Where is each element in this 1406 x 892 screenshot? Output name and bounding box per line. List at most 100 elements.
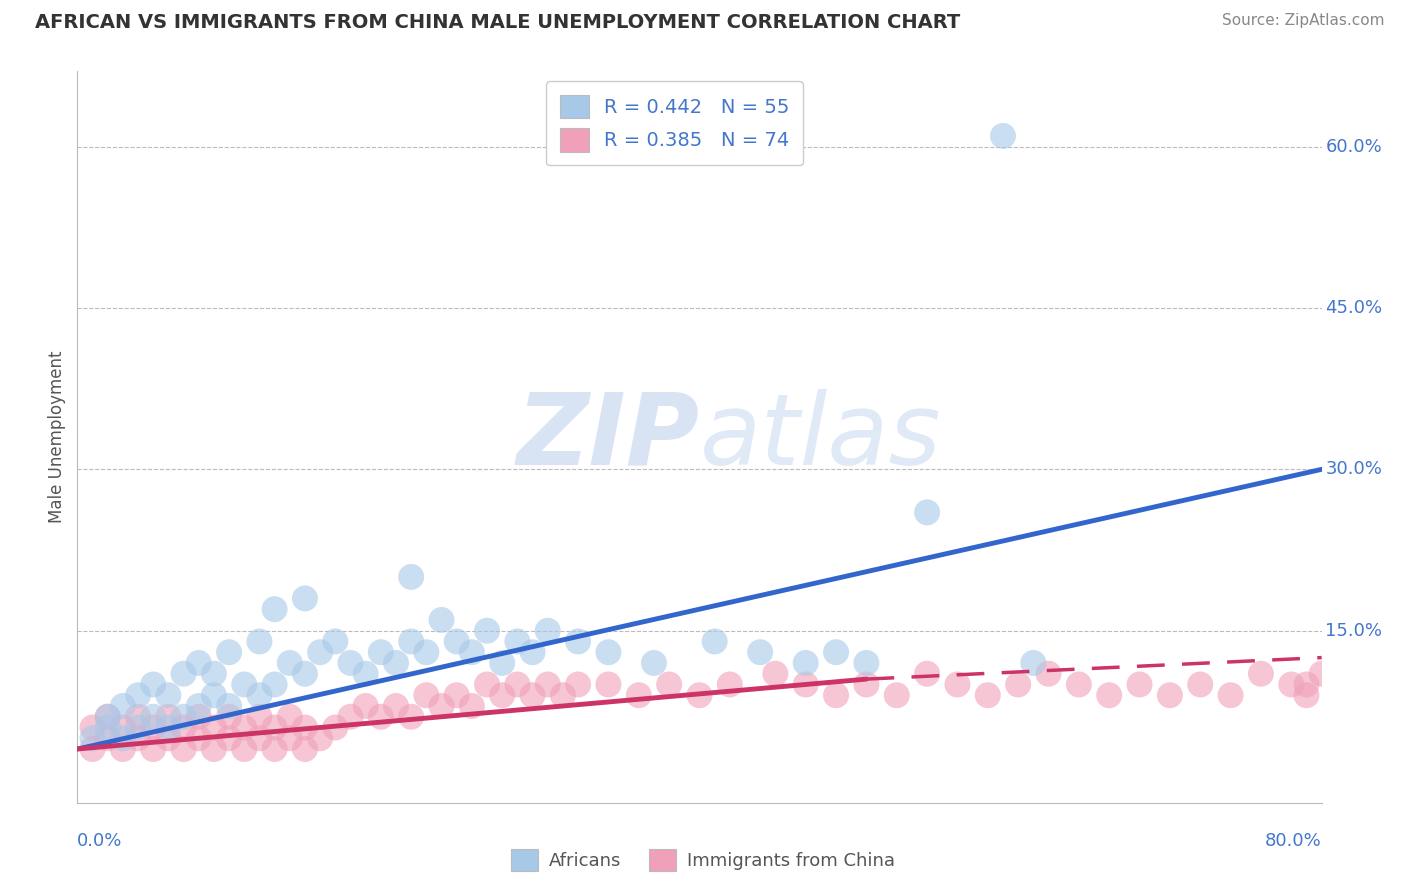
Point <box>522 645 544 659</box>
Point <box>643 656 665 670</box>
Point <box>294 666 316 681</box>
Point <box>249 688 271 702</box>
Point <box>567 634 589 648</box>
Point <box>97 710 120 724</box>
Point <box>977 688 1000 702</box>
Point <box>263 721 285 735</box>
Point <box>249 710 271 724</box>
Point <box>446 688 468 702</box>
Point <box>339 656 361 670</box>
Point <box>233 721 256 735</box>
Point <box>142 677 165 691</box>
Point <box>475 624 498 638</box>
Point <box>794 677 817 691</box>
Point <box>491 656 513 670</box>
Text: AFRICAN VS IMMIGRANTS FROM CHINA MALE UNEMPLOYMENT CORRELATION CHART: AFRICAN VS IMMIGRANTS FROM CHINA MALE UN… <box>35 13 960 32</box>
Point <box>233 677 256 691</box>
Point <box>446 634 468 648</box>
Point <box>537 677 560 691</box>
Point <box>111 698 134 713</box>
Point <box>1295 688 1317 702</box>
Point <box>263 602 285 616</box>
Point <box>658 677 681 691</box>
Point <box>249 634 271 648</box>
Point <box>718 677 741 691</box>
Point <box>1189 677 1212 691</box>
Point <box>1295 677 1317 691</box>
Point <box>157 731 180 746</box>
Point <box>689 688 711 702</box>
Text: 45.0%: 45.0% <box>1326 299 1382 317</box>
Point <box>991 128 1014 143</box>
Point <box>598 677 620 691</box>
Point <box>1219 688 1241 702</box>
Point <box>111 742 134 756</box>
Point <box>506 634 529 648</box>
Point <box>399 710 422 724</box>
Point <box>294 721 316 735</box>
Point <box>111 721 134 735</box>
Point <box>399 570 422 584</box>
Point <box>218 698 240 713</box>
Point <box>703 634 725 648</box>
Point <box>1067 677 1090 691</box>
Point <box>202 666 225 681</box>
Point <box>278 731 301 746</box>
Point <box>142 721 165 735</box>
Point <box>157 688 180 702</box>
Point <box>430 613 453 627</box>
Text: 30.0%: 30.0% <box>1326 460 1382 478</box>
Point <box>339 710 361 724</box>
Y-axis label: Male Unemployment: Male Unemployment <box>48 351 66 524</box>
Point <box>202 721 225 735</box>
Point <box>173 721 195 735</box>
Point <box>886 688 908 702</box>
Point <box>491 688 513 702</box>
Legend: Africans, Immigrants from China: Africans, Immigrants from China <box>505 842 901 879</box>
Point <box>309 731 332 746</box>
Text: 60.0%: 60.0% <box>1326 137 1382 156</box>
Point <box>278 656 301 670</box>
Point <box>127 710 149 724</box>
Point <box>263 677 285 691</box>
Point <box>370 710 392 724</box>
Point <box>82 731 104 746</box>
Point <box>794 656 817 670</box>
Point <box>825 688 848 702</box>
Point <box>278 710 301 724</box>
Point <box>627 688 650 702</box>
Point <box>749 645 772 659</box>
Point <box>142 742 165 756</box>
Point <box>522 688 544 702</box>
Point <box>127 731 149 746</box>
Point <box>461 698 484 713</box>
Point <box>173 742 195 756</box>
Point <box>475 677 498 691</box>
Point <box>323 721 346 735</box>
Point <box>506 677 529 691</box>
Point <box>82 742 104 756</box>
Point <box>187 710 209 724</box>
Point <box>354 666 377 681</box>
Point <box>218 645 240 659</box>
Point <box>855 677 877 691</box>
Point <box>97 731 120 746</box>
Point <box>1098 688 1121 702</box>
Point <box>855 656 877 670</box>
Point <box>1022 656 1045 670</box>
Point <box>825 645 848 659</box>
Point <box>1159 688 1181 702</box>
Legend: R = 0.442   N = 55, R = 0.385   N = 74: R = 0.442 N = 55, R = 0.385 N = 74 <box>546 81 803 166</box>
Point <box>249 731 271 746</box>
Point <box>202 742 225 756</box>
Point <box>97 721 120 735</box>
Point <box>187 656 209 670</box>
Text: Source: ZipAtlas.com: Source: ZipAtlas.com <box>1222 13 1385 29</box>
Point <box>309 645 332 659</box>
Text: 0.0%: 0.0% <box>77 832 122 850</box>
Point <box>1310 666 1333 681</box>
Text: 15.0%: 15.0% <box>1326 622 1382 640</box>
Point <box>111 731 134 746</box>
Point <box>551 688 574 702</box>
Point <box>598 645 620 659</box>
